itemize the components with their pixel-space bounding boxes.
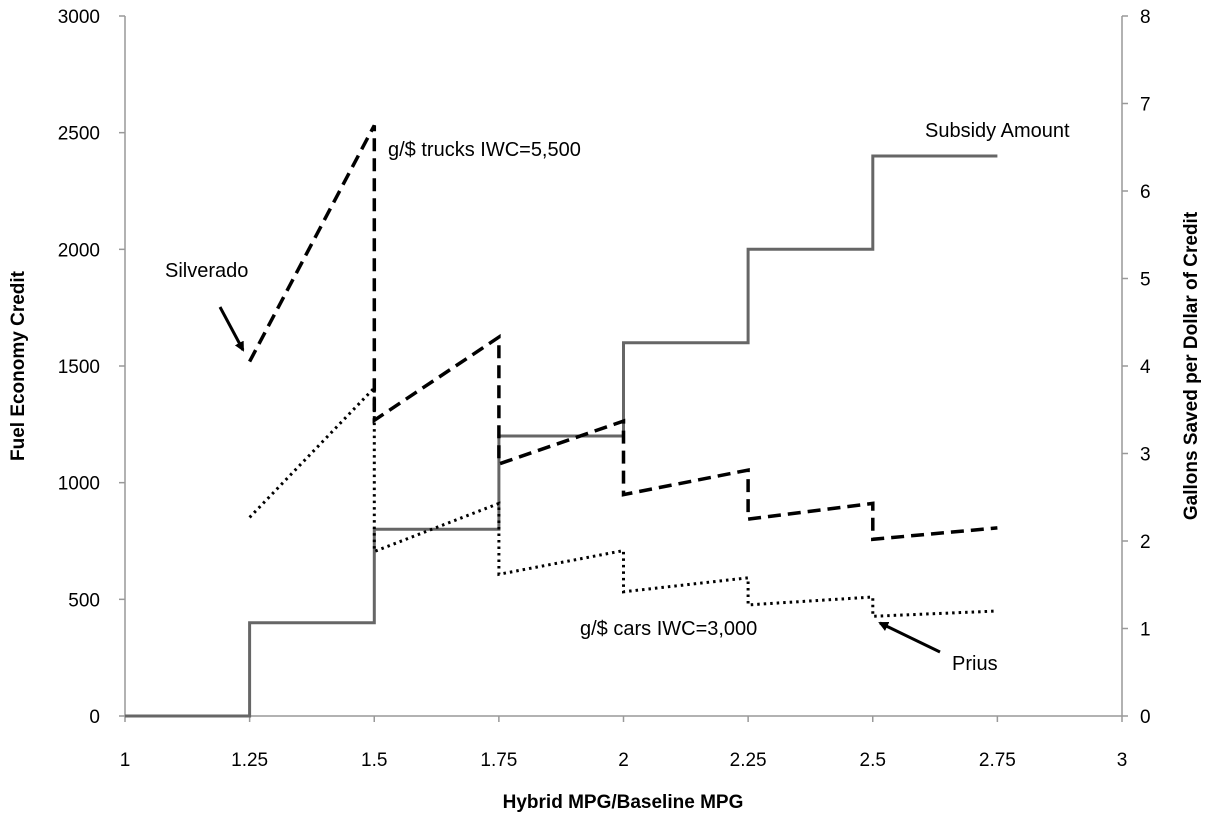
x-tick-label: 2.25 — [730, 750, 767, 771]
silverado-arrow — [218, 306, 245, 352]
y-tick-label: 1500 — [58, 357, 100, 378]
y2-tick-label: 7 — [1140, 95, 1151, 116]
y2-tick-label: 4 — [1140, 357, 1151, 378]
y2-ticks: 0 1 2 3 4 5 6 7 8 — [1122, 7, 1151, 728]
x-tick-label: 1.5 — [361, 750, 387, 771]
annotation-prius-label: Prius — [952, 653, 998, 675]
y-tick-label: 2500 — [58, 124, 100, 145]
series-line-3 — [248, 384, 998, 618]
series-line-2 — [248, 124, 998, 542]
x-tick-label: 2.75 — [979, 750, 1016, 771]
annotation-cars-label: g/$ cars IWC=3,000 — [580, 618, 757, 640]
x-tick-label: 1.75 — [480, 750, 517, 771]
y2-tick-label: 1 — [1140, 620, 1151, 641]
y-tick-label: 500 — [68, 590, 100, 611]
x-tick-label: 2 — [618, 750, 629, 771]
x-tick-label: 1 — [120, 750, 131, 771]
y2-tick-label: 3 — [1140, 445, 1151, 466]
y2-tick-label: 0 — [1140, 707, 1151, 728]
annotation-silverado-label: Silverado — [165, 260, 248, 282]
y-ticks: 0 500 1000 1500 2000 2500 3000 — [58, 7, 125, 728]
y-tick-label: 0 — [89, 707, 100, 728]
right-y-axis-title: Gallons Saved per Dollar of Credit — [1181, 211, 1202, 520]
left-y-axis-title: Fuel Economy Credit — [8, 270, 29, 461]
annotation-subsidy-amount: Subsidy Amount — [925, 120, 1070, 142]
y2-tick-label: 8 — [1140, 7, 1151, 28]
prius-arrow — [878, 621, 941, 654]
y-tick-label: 2000 — [58, 240, 100, 261]
x-ticks: 1 1.25 1.5 1.75 2 2.25 2.5 2.75 3 — [120, 716, 1128, 771]
x-axis-title: Hybrid MPG/Baseline MPG — [503, 792, 744, 813]
annotation-trucks-label: g/$ trucks IWC=5,500 — [388, 139, 581, 161]
x-tick-label: 3 — [1117, 750, 1128, 771]
y2-tick-label: 5 — [1140, 270, 1151, 291]
y2-tick-label: 6 — [1140, 182, 1151, 203]
x-tick-label: 1.25 — [231, 750, 268, 771]
series-line-1 — [125, 154, 998, 718]
series-layer — [125, 124, 998, 718]
x-tick-label: 2.5 — [860, 750, 886, 771]
y-tick-label: 3000 — [58, 7, 100, 28]
y2-tick-label: 2 — [1140, 532, 1151, 553]
y-tick-label: 1000 — [58, 474, 100, 495]
